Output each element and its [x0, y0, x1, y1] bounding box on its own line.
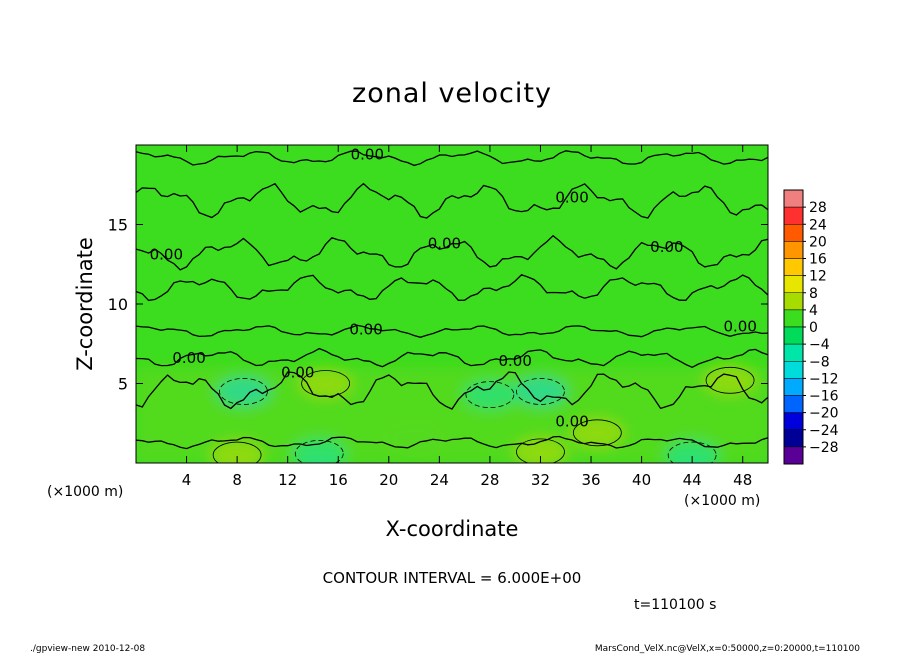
anomaly-contour	[294, 440, 344, 463]
anomaly-contour	[212, 441, 262, 463]
x-tick-label: 16	[329, 471, 348, 489]
colorbar-swatch	[783, 326, 804, 345]
y-tick-label: 10	[108, 295, 128, 314]
contour-label: 0.00	[349, 320, 382, 338]
colorbar-swatch	[783, 395, 804, 413]
contour-label: 0.00	[150, 246, 183, 264]
lower-layer-tint	[136, 367, 768, 463]
colorbar-swatch	[783, 343, 804, 362]
x-tick-label: 24	[430, 471, 449, 489]
chart-title: zonal velocity	[352, 78, 552, 109]
contour-label: 0.00	[723, 317, 756, 335]
y-axis-label: Z-coordinate	[73, 237, 97, 371]
zero-contour	[136, 371, 768, 410]
colorbar-label: −4	[809, 337, 830, 353]
colorbar-label: 12	[809, 269, 827, 285]
colorbar-label: 16	[809, 252, 827, 268]
colorbar-label: 8	[809, 286, 818, 302]
colorbar-label: 28	[809, 200, 827, 216]
x-tick-label: 12	[278, 471, 297, 489]
zero-contour	[136, 435, 768, 450]
colorbar-label: 4	[809, 303, 818, 319]
zero-contour	[136, 347, 768, 369]
x-tick-label: 44	[683, 471, 702, 489]
y-tick-label: 15	[108, 216, 128, 235]
colorbar-swatch	[783, 412, 804, 430]
anomaly-contour	[705, 366, 755, 394]
x-axis-label: X-coordinate	[386, 517, 519, 541]
x-tick-label: 4	[182, 471, 192, 489]
zero-contour	[136, 182, 768, 219]
colorbar-swatch	[783, 429, 804, 448]
colorbar-label: −28	[809, 440, 839, 456]
colorbar-label: −24	[809, 423, 839, 439]
contour-labels: 0.00 0.00 0.00 0.00 0.00 0.00 0.00 0.00 0.00 0.00…	[150, 146, 757, 431]
x-unit-left: (×1000 m)	[47, 484, 123, 500]
field-anomalies	[136, 364, 768, 463]
x-tick-label: 48	[733, 471, 752, 489]
time-label: t=110100 s	[634, 597, 716, 613]
y-axis-ticks: 5 10 15	[108, 216, 768, 394]
colorbar-swatch	[783, 206, 804, 225]
colorbar-swatch	[783, 224, 804, 242]
x-tick-label: 32	[531, 471, 550, 489]
contour-lines	[136, 150, 768, 463]
colorbar-swatch	[783, 446, 804, 465]
x-tick-label: 28	[480, 471, 499, 489]
y-tick-label: 5	[118, 375, 128, 394]
zero-contour	[136, 234, 768, 271]
anomaly-contour	[219, 378, 268, 405]
colorbar-label: −20	[809, 406, 839, 422]
x-unit-right: (×1000 m)	[684, 493, 760, 509]
anomaly-contour	[516, 438, 565, 463]
colorbar-swatch	[783, 378, 804, 396]
contour-label: 0.00	[351, 146, 384, 164]
colorbar-swatch	[783, 309, 804, 328]
anomaly-contour	[301, 370, 351, 397]
footer-left: ./gpview-new 2010-12-08	[30, 644, 145, 654]
x-tick-label: 36	[581, 471, 600, 489]
zero-contour	[136, 324, 768, 338]
contour-interval-label: CONTOUR INTERVAL = 6.000E+00	[323, 569, 582, 587]
contour-label: 0.00	[555, 188, 588, 206]
contour-label: 0.00	[172, 349, 205, 367]
colorbar-label: −8	[809, 354, 830, 370]
x-tick-label: 40	[632, 471, 651, 489]
colorbar-label: 24	[809, 217, 827, 233]
contour-label: 0.00	[281, 363, 314, 381]
contour-label: 0.00	[428, 235, 461, 253]
x-tick-label: 8	[232, 471, 242, 489]
colorbar-swatch	[783, 258, 804, 276]
zero-contour	[136, 274, 768, 302]
anomaly-contour	[465, 381, 515, 409]
colorbar-swatch	[783, 241, 804, 259]
plot-area	[136, 145, 768, 463]
colorbar-swatch	[783, 292, 804, 311]
x-tick-label: 20	[379, 471, 398, 489]
anomaly-contour	[516, 378, 565, 405]
colorbar-label: −16	[809, 389, 839, 405]
footer-right: MarsCond_VelX.nc@VelX,x=0:50000,z=0:2000…	[595, 644, 860, 654]
x-axis-ticks: 4 8 12 16 20 24 28 32 36 40 44 48	[182, 145, 752, 489]
contour-label: 0.00	[498, 352, 531, 370]
contour-label: 0.00	[555, 413, 588, 431]
colorbar-swatch	[783, 361, 804, 379]
zero-contour	[136, 150, 768, 167]
colorbar-label: 20	[809, 234, 827, 250]
contour-label: 0.00	[650, 238, 683, 256]
colorbar-swatch	[783, 275, 804, 293]
anomaly-contour	[667, 441, 717, 463]
anomaly-contour	[572, 419, 622, 447]
colorbar-label: −12	[809, 371, 839, 387]
colorbar-label: 0	[809, 320, 818, 336]
colorbar-swatch	[783, 189, 804, 208]
